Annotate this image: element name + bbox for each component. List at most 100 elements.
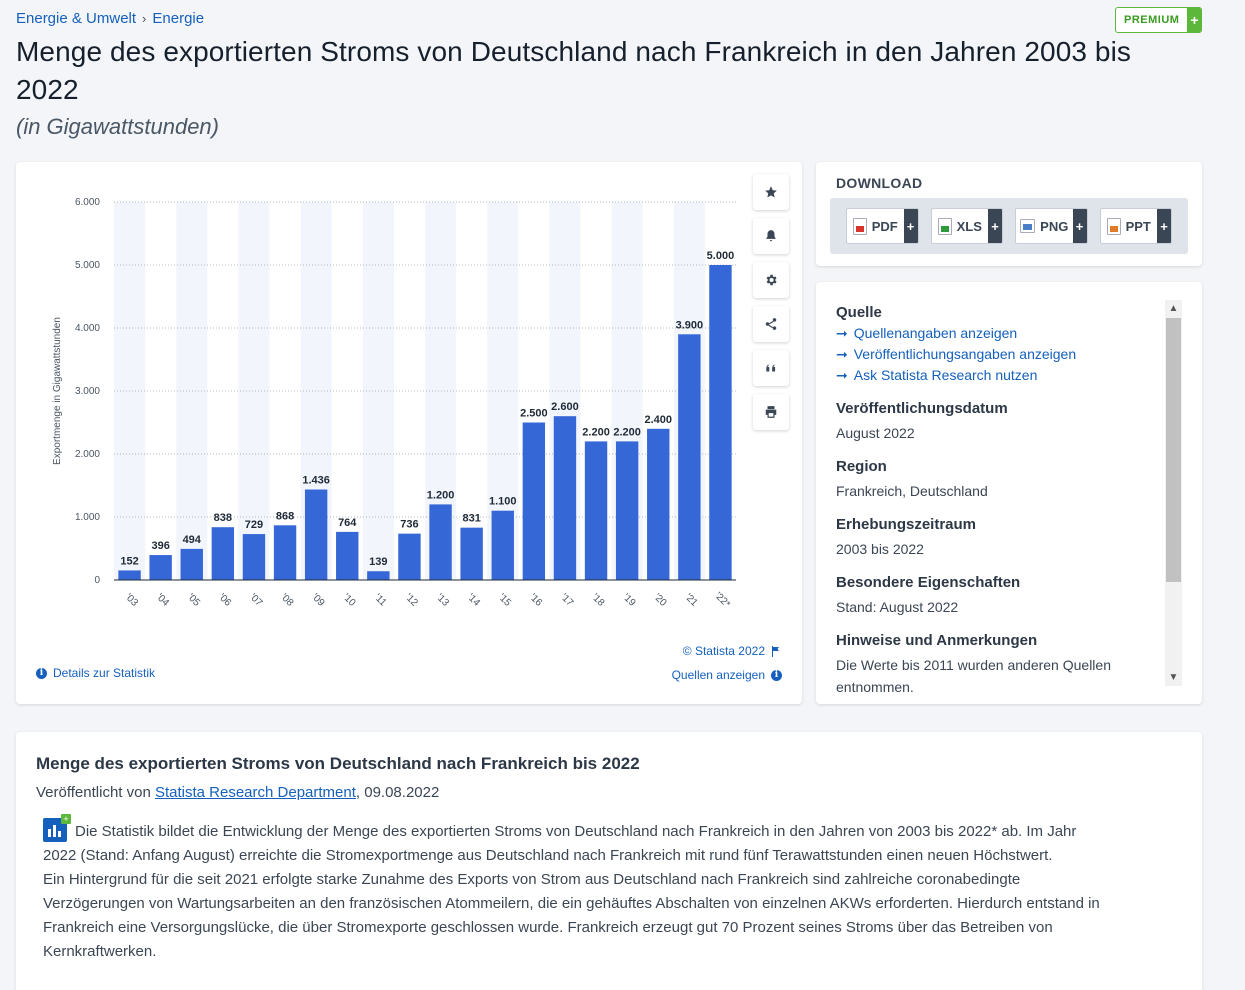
arrow-right-icon: ➞	[836, 367, 848, 383]
download-xls-label: XLS	[956, 218, 982, 234]
data-label: 139	[369, 556, 387, 568]
description-card: Menge des exportierten Stroms von Deutsc…	[16, 732, 1202, 990]
breadcrumb-separator: ›	[142, 11, 147, 26]
bar	[522, 422, 546, 580]
source-details-label: Quellenangaben anzeigen	[853, 325, 1018, 341]
plus-icon: +	[1157, 209, 1171, 243]
download-ppt-button[interactable]: PPT +	[1099, 208, 1172, 244]
x-tick-label: '13	[434, 592, 451, 609]
bar	[398, 533, 421, 580]
statistic-info-panel: Quelle ➞ Quellenangaben anzeigen ➞ Veröffe…	[816, 282, 1202, 704]
download-pdf-label: PDF	[871, 218, 898, 234]
y-tick-label: 6.000	[75, 197, 100, 208]
data-label: 729	[245, 519, 263, 531]
details-link[interactable]: i Details zur Statistik	[36, 666, 155, 680]
x-tick-label: '09	[309, 592, 326, 609]
bar	[336, 531, 359, 580]
info-icon: i	[771, 669, 782, 681]
bar	[678, 334, 701, 580]
publication-details-link[interactable]: ➞ Veröffentlichungsangaben anzeigen	[836, 344, 1156, 365]
period-section: Erhebungszeitraum 2003 bis 2022	[836, 516, 1156, 560]
notes-value: Die Werte bis 2011 wurden anderen Quelle…	[836, 657, 1111, 695]
bar	[242, 534, 266, 580]
published-date: , 09.08.2022	[355, 784, 440, 801]
page-title: Menge des exportierten Stroms von Deutsc…	[16, 36, 1132, 105]
download-png-main: PNG	[1016, 209, 1073, 243]
description-paragraph-1: Die Statistik bildet die Entwicklung der…	[43, 823, 1077, 864]
premium-badge-label: PREMIUM	[1124, 14, 1180, 26]
x-tick-label: '19	[620, 592, 637, 609]
download-png-button[interactable]: PNG +	[1015, 208, 1088, 244]
y-tick-label: 5.000	[75, 260, 100, 271]
info-panel-scrollbar[interactable]: ▲ ▼	[1165, 300, 1182, 686]
breadcrumb: Energie & Umwelt › Energie	[16, 10, 204, 27]
scroll-down-icon[interactable]: ▼	[1168, 672, 1179, 683]
data-label: 1.100	[489, 496, 517, 508]
arrow-right-icon: ➞	[836, 325, 848, 341]
bar	[615, 441, 639, 580]
data-label: 2.400	[644, 414, 672, 426]
x-tick-label: '20	[652, 592, 669, 609]
x-tick-label: '21	[683, 592, 700, 609]
favorite-button[interactable]	[753, 174, 789, 210]
data-label: 2.500	[520, 408, 548, 420]
special-heading: Besondere Eigenschaften	[836, 574, 1021, 591]
copyright-text: © Statista 2022	[682, 644, 765, 658]
data-label: 396	[151, 540, 169, 552]
x-tick-label: '08	[278, 592, 295, 609]
download-pdf-button[interactable]: PDF +	[846, 208, 919, 244]
source-details-link[interactable]: ➞ Quellenangaben anzeigen	[836, 323, 1156, 344]
bar	[118, 570, 141, 580]
x-tick-label: '10	[341, 592, 358, 609]
chart-toolbar	[753, 174, 789, 430]
bar	[553, 416, 577, 580]
page-subtitle: (in Gigawattstunden)	[16, 114, 219, 139]
published-prefix: Veröffentlicht von	[36, 784, 155, 801]
chart-copyright[interactable]: © Statista 2022	[683, 644, 780, 658]
description-body: + Die Statistik bildet die Entwicklung d…	[43, 814, 1103, 964]
gear-icon	[766, 274, 777, 286]
download-pdf-main: PDF	[847, 209, 904, 243]
download-buttons: PDF + XLS + PNG + PPT +	[830, 198, 1188, 254]
x-tick-label: '16	[527, 592, 544, 609]
x-tick-label: '11	[372, 592, 389, 609]
arrow-right-icon: ➞	[836, 346, 848, 362]
download-ppt-main: PPT	[1101, 209, 1158, 243]
x-tick-label: '03	[123, 592, 140, 609]
print-button[interactable]	[753, 394, 789, 430]
bar	[149, 555, 172, 580]
description-published: Veröffentlicht von Statista Research Dep…	[36, 784, 439, 801]
pdf-file-icon	[852, 217, 867, 235]
scrollbar-thumb[interactable]	[1166, 318, 1181, 582]
data-label: 494	[183, 534, 202, 546]
ask-research-label: Ask Statista Research nutzen	[853, 367, 1038, 383]
source-heading: Quelle	[836, 304, 882, 321]
sources-link[interactable]: Quellen anzeigen i	[672, 668, 782, 682]
y-axis-label: Exportmenge in Gigawattstunden	[52, 317, 63, 465]
special-section: Besondere Eigenschaften Stand: August 20…	[836, 574, 1156, 618]
data-label: 838	[214, 512, 232, 524]
special-value: Stand: August 2022	[836, 599, 959, 615]
data-label: 1.436	[302, 475, 330, 487]
flag-icon	[772, 645, 779, 657]
breadcrumb-link-energie-umwelt[interactable]: Energie & Umwelt	[16, 10, 137, 27]
ask-research-link[interactable]: ➞ Ask Statista Research nutzen	[836, 365, 1156, 386]
notification-button[interactable]	[753, 218, 789, 254]
share-icon	[765, 318, 777, 330]
share-button[interactable]	[753, 306, 789, 342]
x-tick-label: '05	[185, 592, 202, 609]
cite-button[interactable]	[753, 350, 789, 386]
download-xls-button[interactable]: XLS +	[930, 208, 1003, 244]
period-heading: Erhebungszeitraum	[836, 516, 977, 533]
author-link[interactable]: Statista Research Department	[154, 784, 356, 801]
settings-button[interactable]	[753, 262, 789, 298]
statistic-icon: +	[43, 814, 71, 842]
x-tick-label: '04	[154, 592, 171, 609]
x-tick-label: '17	[558, 592, 575, 609]
download-png-label: PNG	[1040, 218, 1069, 234]
source-section: Quelle ➞ Quellenangaben anzeigen ➞ Veröffe…	[836, 304, 1156, 386]
download-card: DOWNLOAD PDF + XLS + PNG +	[816, 162, 1202, 266]
premium-badge[interactable]: PREMIUM +	[1115, 7, 1203, 33]
breadcrumb-link-energie[interactable]: Energie	[152, 10, 205, 27]
scroll-up-icon[interactable]: ▲	[1168, 303, 1179, 314]
